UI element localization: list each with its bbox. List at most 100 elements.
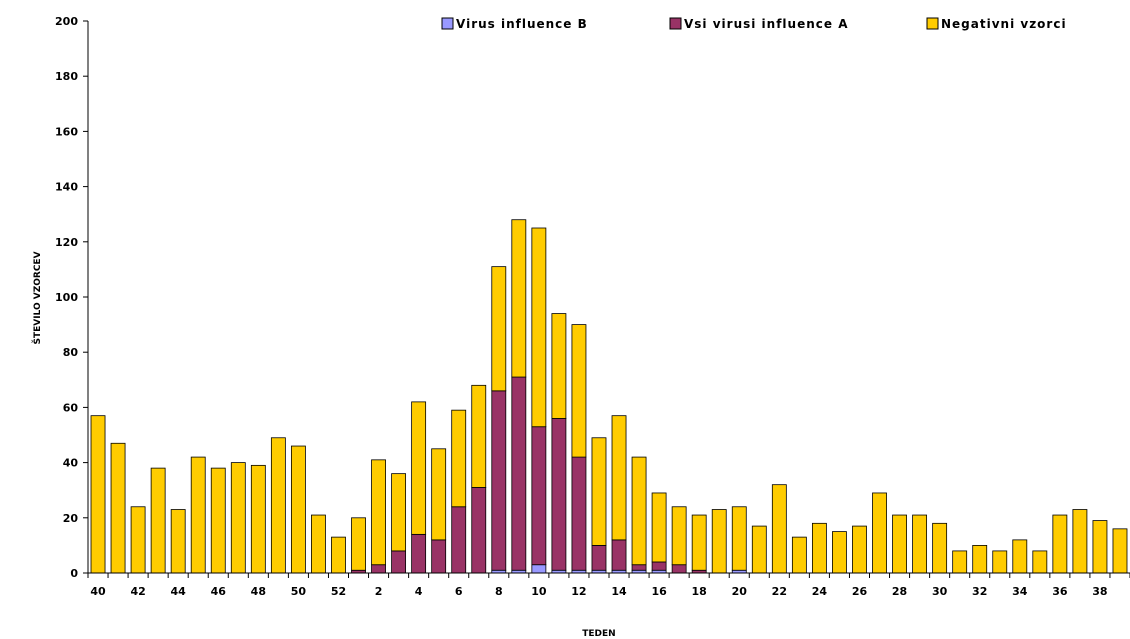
bar-negative-2 xyxy=(371,459,386,566)
bar-negative-34 xyxy=(1012,539,1028,574)
x-tick-label-34: 34 xyxy=(1012,585,1028,598)
bar-influenza-a-16 xyxy=(651,561,667,571)
bar-negative-14 xyxy=(611,415,627,541)
legend-swatch-influenza-a xyxy=(669,17,682,30)
bar-negative-1 xyxy=(351,517,366,571)
x-tick-label-38: 38 xyxy=(1092,585,1107,598)
x-tick-label-52: 52 xyxy=(331,585,346,598)
x-tick-label-24: 24 xyxy=(812,585,828,598)
bar-negative-28 xyxy=(892,514,907,574)
bar-influenza-a-14 xyxy=(611,539,627,571)
y-tick-label-20: 20 xyxy=(63,512,79,525)
bar-negative-24 xyxy=(811,522,827,574)
bar-negative-6 xyxy=(451,409,467,508)
bar-negative-33 xyxy=(992,550,1008,574)
y-tick-label-80: 80 xyxy=(63,346,79,359)
bar-influenza-a-10 xyxy=(531,426,547,566)
bar-negative-40 xyxy=(90,415,106,574)
bar-negative-32 xyxy=(972,545,988,574)
x-tick-label-44: 44 xyxy=(171,585,187,598)
bar-negative-48 xyxy=(250,464,266,574)
bar-negative-12 xyxy=(571,324,587,458)
bar-negative-47 xyxy=(230,462,246,574)
x-tick-label-40: 40 xyxy=(90,585,106,598)
x-tick-label-16: 16 xyxy=(651,585,667,598)
x-tick-label-28: 28 xyxy=(892,585,907,598)
bar-negative-44 xyxy=(170,509,186,574)
y-tick-label-140: 140 xyxy=(55,181,78,194)
y-tick-label-40: 40 xyxy=(63,457,79,470)
bar-negative-13 xyxy=(591,437,607,546)
bar-negative-37 xyxy=(1072,509,1088,574)
x-tick-label-10: 10 xyxy=(531,585,547,598)
bar-influenza-a-11 xyxy=(551,418,567,571)
bar-negative-29 xyxy=(912,514,928,574)
x-tick-label-48: 48 xyxy=(251,585,266,598)
legend-label-influenza-a: Vsi virusi influence A xyxy=(684,17,848,31)
bar-influenza-a-13 xyxy=(591,545,607,571)
bar-negative-8 xyxy=(491,266,507,392)
bar-negative-17 xyxy=(671,506,687,566)
x-tick-label-8: 8 xyxy=(495,585,503,598)
legend-swatch-influenza-b xyxy=(441,17,454,30)
bar-negative-45 xyxy=(190,456,206,574)
y-tick-label-160: 160 xyxy=(55,125,78,138)
bar-influenza-a-6 xyxy=(451,506,467,574)
bar-negative-15 xyxy=(631,456,647,566)
bar-influenza-a-5 xyxy=(431,539,447,574)
x-tick-label-32: 32 xyxy=(972,585,987,598)
bar-negative-51 xyxy=(311,514,326,574)
bar-negative-25 xyxy=(832,531,847,574)
bar-influenza-a-17 xyxy=(671,564,687,574)
bar-negative-21 xyxy=(751,525,767,574)
bar-negative-49 xyxy=(270,437,286,574)
bar-negative-4 xyxy=(411,401,427,535)
y-tick-label-0: 0 xyxy=(70,567,78,580)
bar-influenza-a-3 xyxy=(391,550,407,574)
bar-negative-10 xyxy=(531,227,547,428)
y-tick-label-60: 60 xyxy=(63,401,79,414)
x-tick-label-30: 30 xyxy=(932,585,948,598)
x-tick-label-18: 18 xyxy=(692,585,707,598)
bar-influenza-a-4 xyxy=(411,533,427,574)
x-tick-label-14: 14 xyxy=(611,585,627,598)
bar-negative-46 xyxy=(210,467,226,574)
x-tick-label-46: 46 xyxy=(211,585,227,598)
legend-swatch-negative xyxy=(926,17,939,30)
x-tick-label-50: 50 xyxy=(291,585,307,598)
x-tick-label-22: 22 xyxy=(772,585,787,598)
bar-influenza-a-2 xyxy=(371,564,386,574)
bar-negative-11 xyxy=(551,313,567,419)
bar-negative-22 xyxy=(771,484,787,574)
bar-negative-43 xyxy=(150,467,166,574)
x-tick-label-26: 26 xyxy=(852,585,868,598)
bars-layer xyxy=(90,219,1128,574)
x-tick-label-4: 4 xyxy=(415,585,423,598)
bar-negative-26 xyxy=(852,525,867,574)
legend-label-negative: Negativni vzorci xyxy=(941,17,1067,31)
x-tick-label-20: 20 xyxy=(732,585,748,598)
bar-negative-39 xyxy=(1112,528,1128,574)
bar-negative-16 xyxy=(651,492,667,563)
bar-influenza-a-15 xyxy=(631,564,647,571)
x-tick-label-6: 6 xyxy=(455,585,463,598)
bar-negative-18 xyxy=(691,514,707,571)
y-tick-label-120: 120 xyxy=(55,236,78,249)
bar-influenza-a-8 xyxy=(491,390,507,571)
bar-negative-30 xyxy=(932,522,948,574)
x-tick-label-2: 2 xyxy=(375,585,383,598)
bar-negative-9 xyxy=(511,219,527,378)
bar-influenza-a-12 xyxy=(571,456,587,571)
bar-negative-3 xyxy=(391,473,407,552)
bar-negative-41 xyxy=(110,442,126,574)
legend-label-influenza-b: Virus influence B xyxy=(456,17,588,31)
bar-negative-7 xyxy=(471,384,487,488)
y-axis-title: ŠTEVILO VZORCEV xyxy=(31,251,43,344)
legend: Virus influence B Vsi virusi influence A… xyxy=(441,17,1067,31)
y-tick-label-200: 200 xyxy=(55,15,78,28)
bar-negative-27 xyxy=(872,492,887,574)
x-axis-title: TEDEN xyxy=(582,629,615,639)
x-tick-label-42: 42 xyxy=(130,585,145,598)
bar-negative-38 xyxy=(1092,520,1108,574)
